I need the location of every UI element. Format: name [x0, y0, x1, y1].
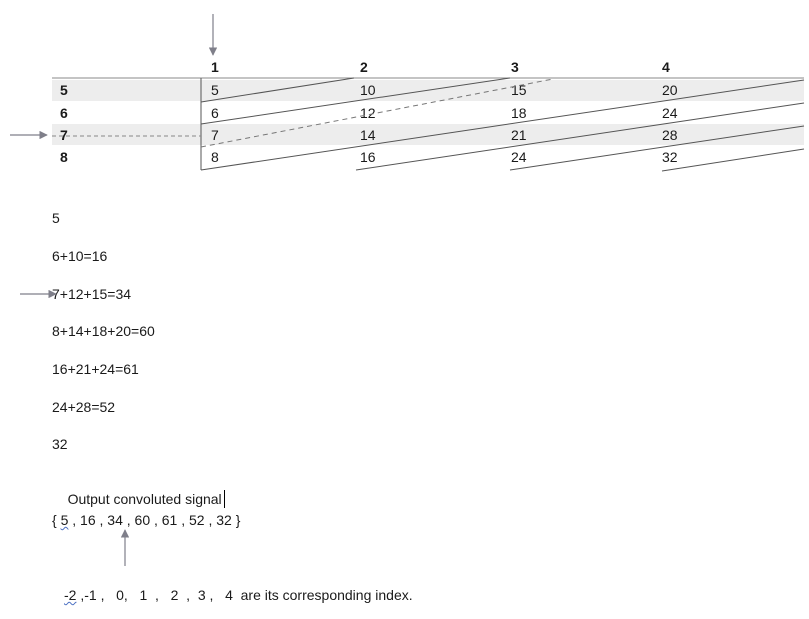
index-line: -2 ,-1 , 0, 1 , 2 , 3 , 4 are its corres…	[64, 586, 413, 604]
row-header: 8	[60, 149, 68, 165]
sum-line: 7+12+15=34	[52, 286, 132, 302]
first-index: -2	[64, 587, 77, 603]
shaded-row-1	[52, 80, 804, 101]
row-header: 7	[60, 127, 68, 143]
sum-line: 8+14+18+20=60	[52, 323, 155, 339]
output-values: , 16 , 34 , 60 , 61 , 52 , 32 }	[68, 512, 241, 528]
table-cell: 28	[662, 127, 678, 143]
table-cell: 21	[511, 127, 527, 143]
sum-line: 32	[52, 436, 68, 452]
sum-line: 5	[52, 210, 60, 226]
column-header: 2	[360, 59, 368, 75]
text-cursor	[223, 490, 225, 508]
table-cell: 8	[211, 149, 219, 165]
table-cell: 14	[360, 127, 376, 143]
row-header: 5	[60, 82, 68, 98]
column-header: 1	[211, 59, 219, 75]
table-cell: 24	[511, 149, 527, 165]
column-header: 4	[662, 59, 670, 75]
table-cell: 5	[211, 82, 219, 98]
sum-line: 24+28=52	[52, 399, 116, 415]
table-cell: 20	[662, 82, 678, 98]
column-header: 3	[511, 59, 519, 75]
table-cell: 16	[360, 149, 376, 165]
table-cell: 32	[662, 149, 678, 165]
output-label: Output convoluted signal	[67, 491, 222, 507]
sum-line: 6+10=16	[52, 248, 108, 264]
table-cell: 18	[511, 105, 527, 121]
table-cell: 12	[360, 105, 376, 121]
open-brace: {	[52, 512, 61, 528]
table-cell: 10	[360, 82, 376, 98]
output-sequence: { 5 , 16 , 34 , 60 , 61 , 52 , 32 }	[52, 511, 240, 529]
table-cell: 6	[211, 105, 219, 121]
table-cell: 24	[662, 105, 678, 121]
output-heading[interactable]: Output convoluted signal	[52, 472, 225, 526]
row-header: 6	[60, 105, 68, 121]
table-cell: 7	[211, 127, 219, 143]
diagonal-line	[661, 148, 805, 172]
first-output-value: 5	[60, 512, 69, 528]
shaded-row-3	[52, 124, 804, 145]
sum-line: 16+21+24=61	[52, 361, 139, 377]
index-rest: ,-1 , 0, 1 , 2 , 3 , 4 are its correspon…	[76, 587, 413, 603]
table-cell: 15	[511, 82, 527, 98]
